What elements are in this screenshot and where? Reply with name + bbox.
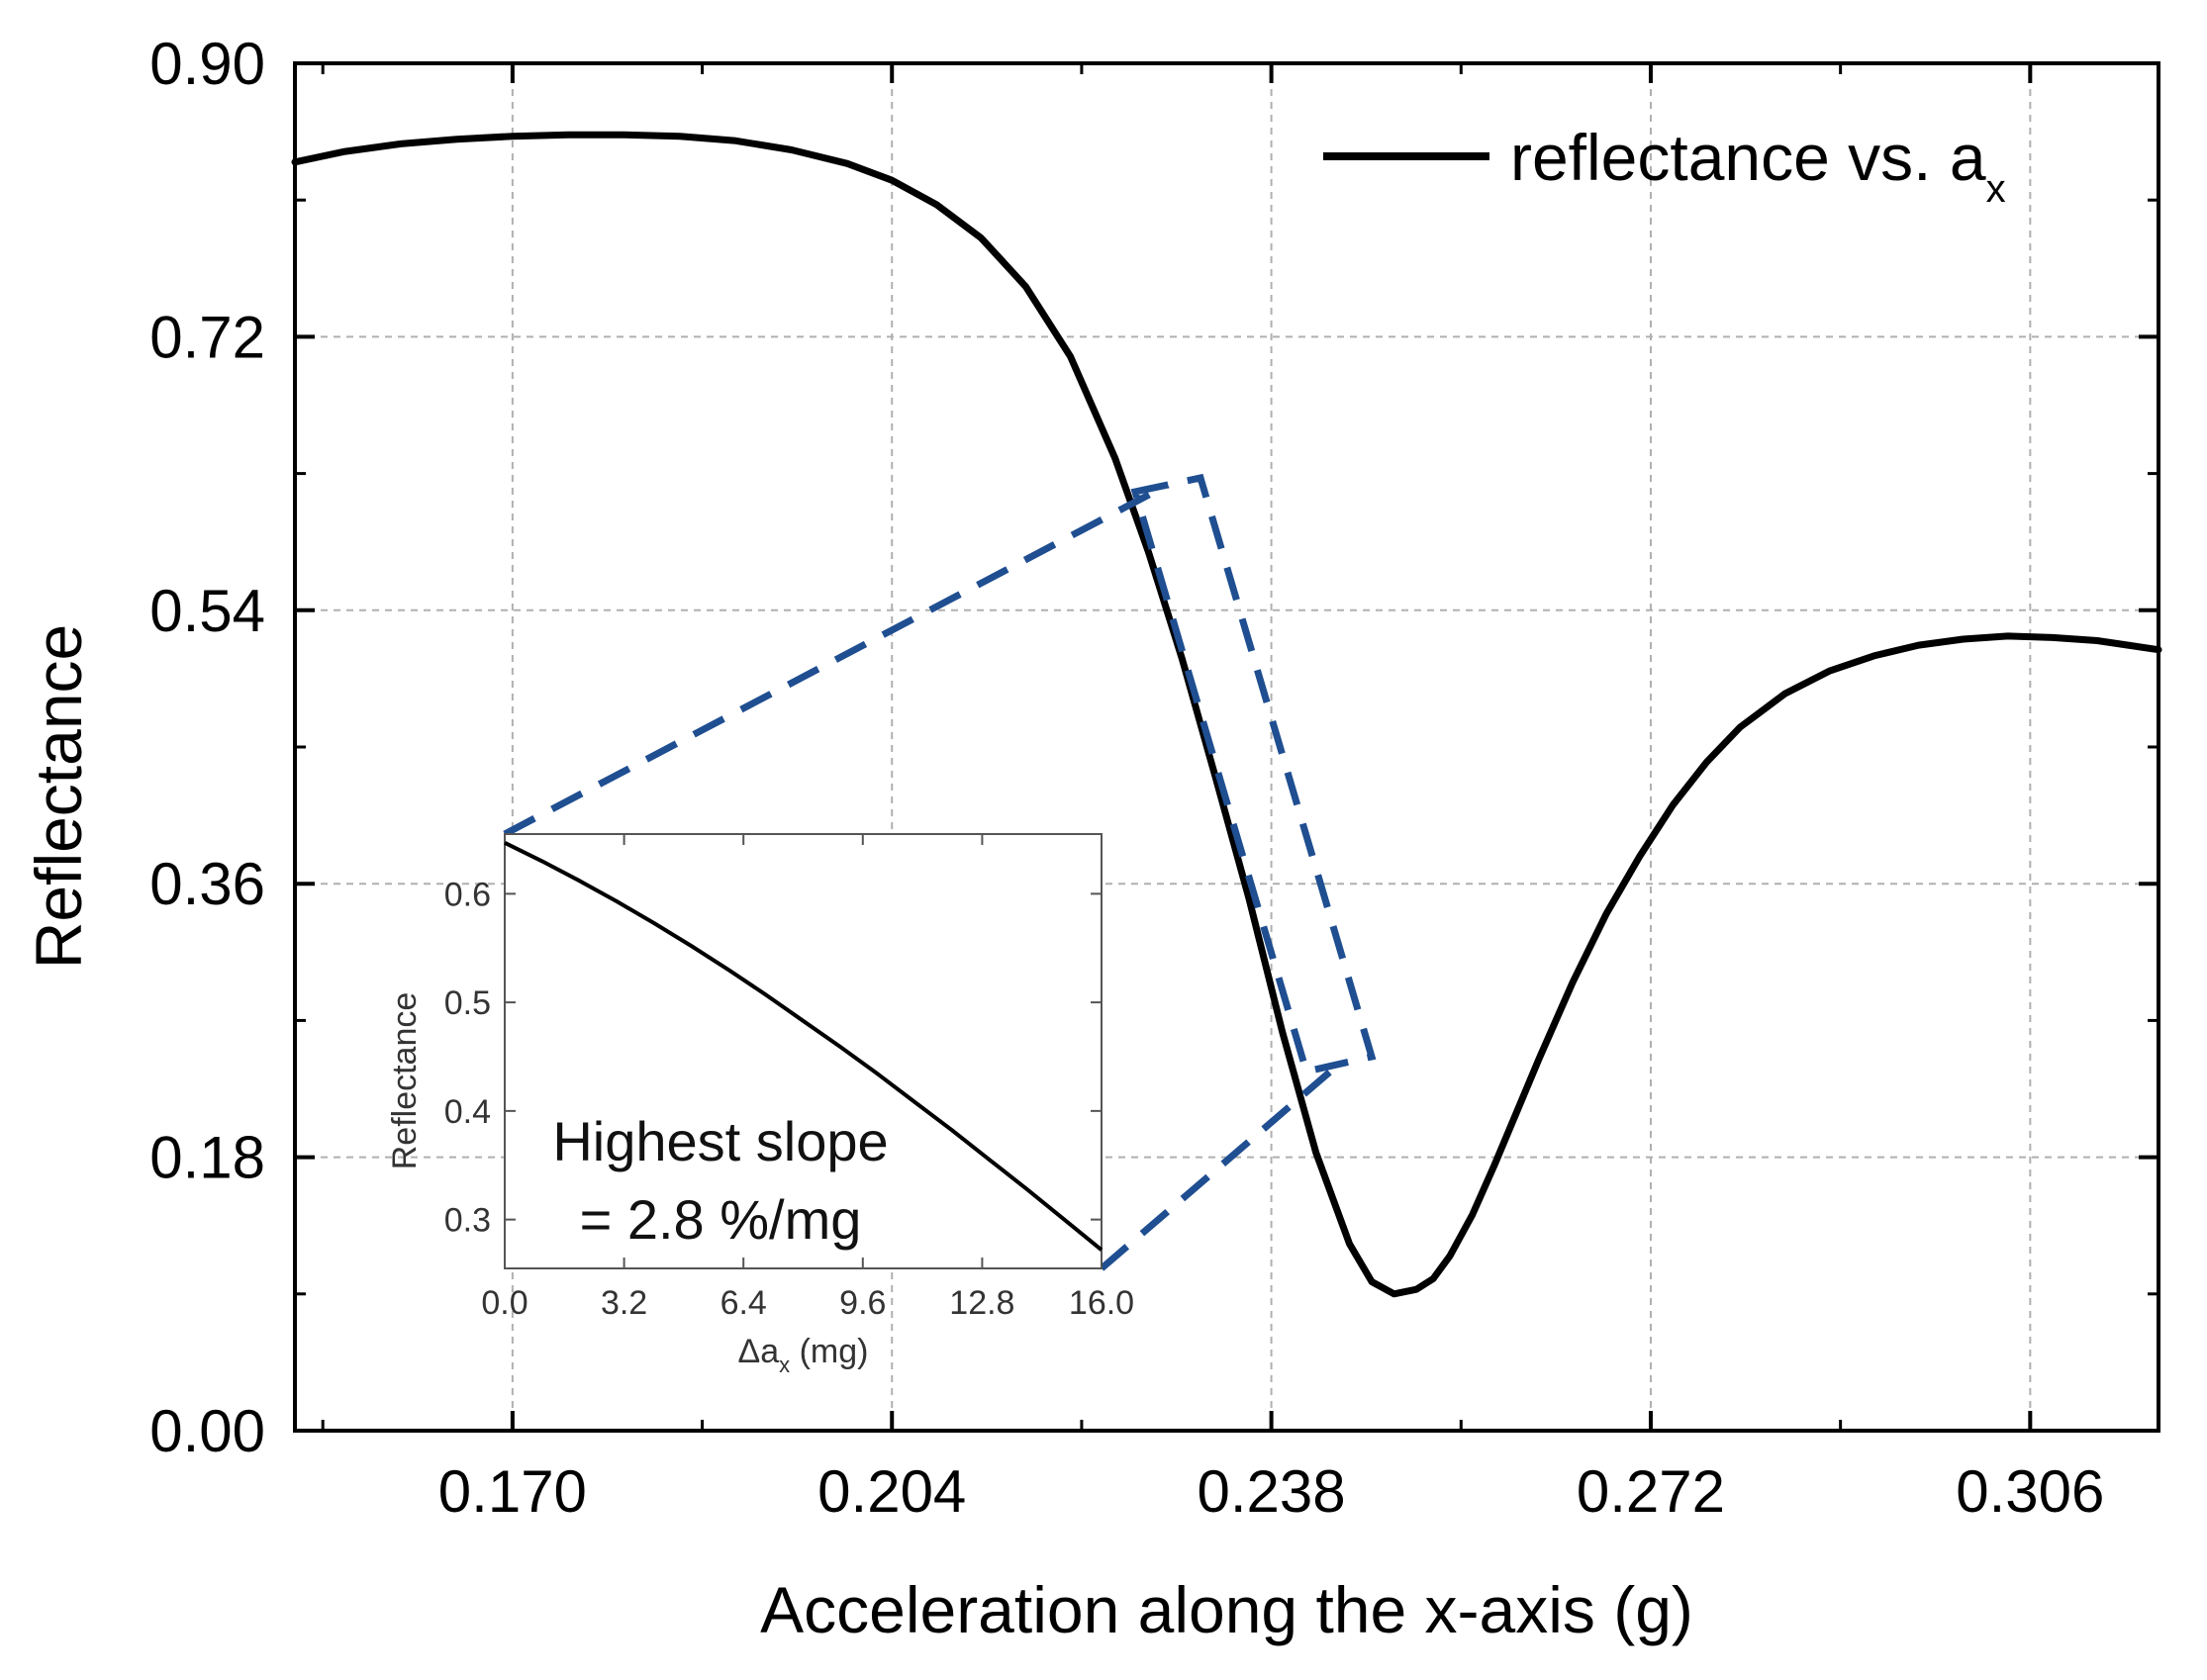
x-axis-title: Acceleration along the x-axis (g)	[760, 1573, 1693, 1646]
inset-y-tick-label: 0.4	[444, 1093, 491, 1131]
inset-y-axis-title: Reflectance	[386, 992, 424, 1170]
axis-labels: Acceleration along the x-axis (g) Reflect…	[22, 624, 1693, 1646]
inset-x-tick-label: 3.2	[601, 1284, 647, 1322]
legend-label-subscript: x	[1986, 167, 2006, 211]
inset-x-tick-label: 9.6	[839, 1284, 886, 1322]
inset-x-axis-title-main: Δa	[738, 1333, 780, 1370]
x-tick-label: 0.272	[1577, 1458, 1725, 1525]
inset-series-line-0	[504, 841, 1104, 1252]
inset-annotation-line1: Highest slope	[552, 1110, 888, 1172]
zoom-indicator	[503, 473, 1377, 1271]
inset-frame	[504, 833, 1103, 1269]
y-tick-label: 0.18	[149, 1125, 265, 1191]
y-axis-title: Reflectance	[22, 624, 95, 970]
zoom-rectangle	[1130, 473, 1377, 1076]
y-tick-label: 0.36	[149, 851, 265, 917]
legend-label: reflectance vs. ax	[1510, 121, 2006, 211]
x-tick-label: 0.306	[1956, 1458, 2104, 1525]
series-line-0	[291, 131, 2162, 1298]
inset-chart: 0.0 3.2 6.4 9.6 12.8 16.0 0.3 0.4 0.5 0.6 Reflecta…	[386, 833, 1134, 1377]
legend: reflectance vs. ax	[1323, 121, 2006, 211]
inset-y-tick-label: 0.6	[444, 876, 491, 913]
main-plot-area	[291, 131, 2162, 1298]
y-tick-label: 0.72	[149, 304, 265, 370]
inset-x-tick-label: 12.8	[949, 1284, 1014, 1322]
inset-x-axis-title-units: (mg)	[790, 1333, 868, 1370]
y-tick-label: 0.54	[149, 578, 265, 644]
inset-x-tick-label: 6.4	[720, 1284, 767, 1322]
inset-y-tick-label: 0.5	[444, 984, 491, 1022]
inset-annotation-line2: = 2.8 %/mg	[580, 1188, 862, 1251]
y-tick-label: 0.00	[149, 1398, 265, 1464]
main-axes: 0.170 0.204 0.238 0.272 0.306 0.00 0.18 0.36 0.5…	[149, 31, 2160, 1525]
x-tick-label: 0.238	[1198, 1458, 1346, 1525]
inset-x-tick-label: 16.0	[1069, 1284, 1134, 1322]
inset-x-axis-title-subscript: x	[779, 1353, 790, 1377]
inset-x-tick-label: 0.0	[481, 1284, 528, 1322]
x-tick-label: 0.170	[438, 1458, 587, 1525]
x-tick-label: 0.204	[817, 1458, 966, 1525]
legend-label-main: reflectance vs. a	[1510, 121, 1986, 194]
y-tick-label: 0.90	[149, 31, 265, 97]
zoom-connector-top	[503, 481, 1170, 838]
inset-y-tick-label: 0.3	[444, 1202, 491, 1240]
inset-x-axis-title: Δax (mg)	[738, 1333, 869, 1377]
